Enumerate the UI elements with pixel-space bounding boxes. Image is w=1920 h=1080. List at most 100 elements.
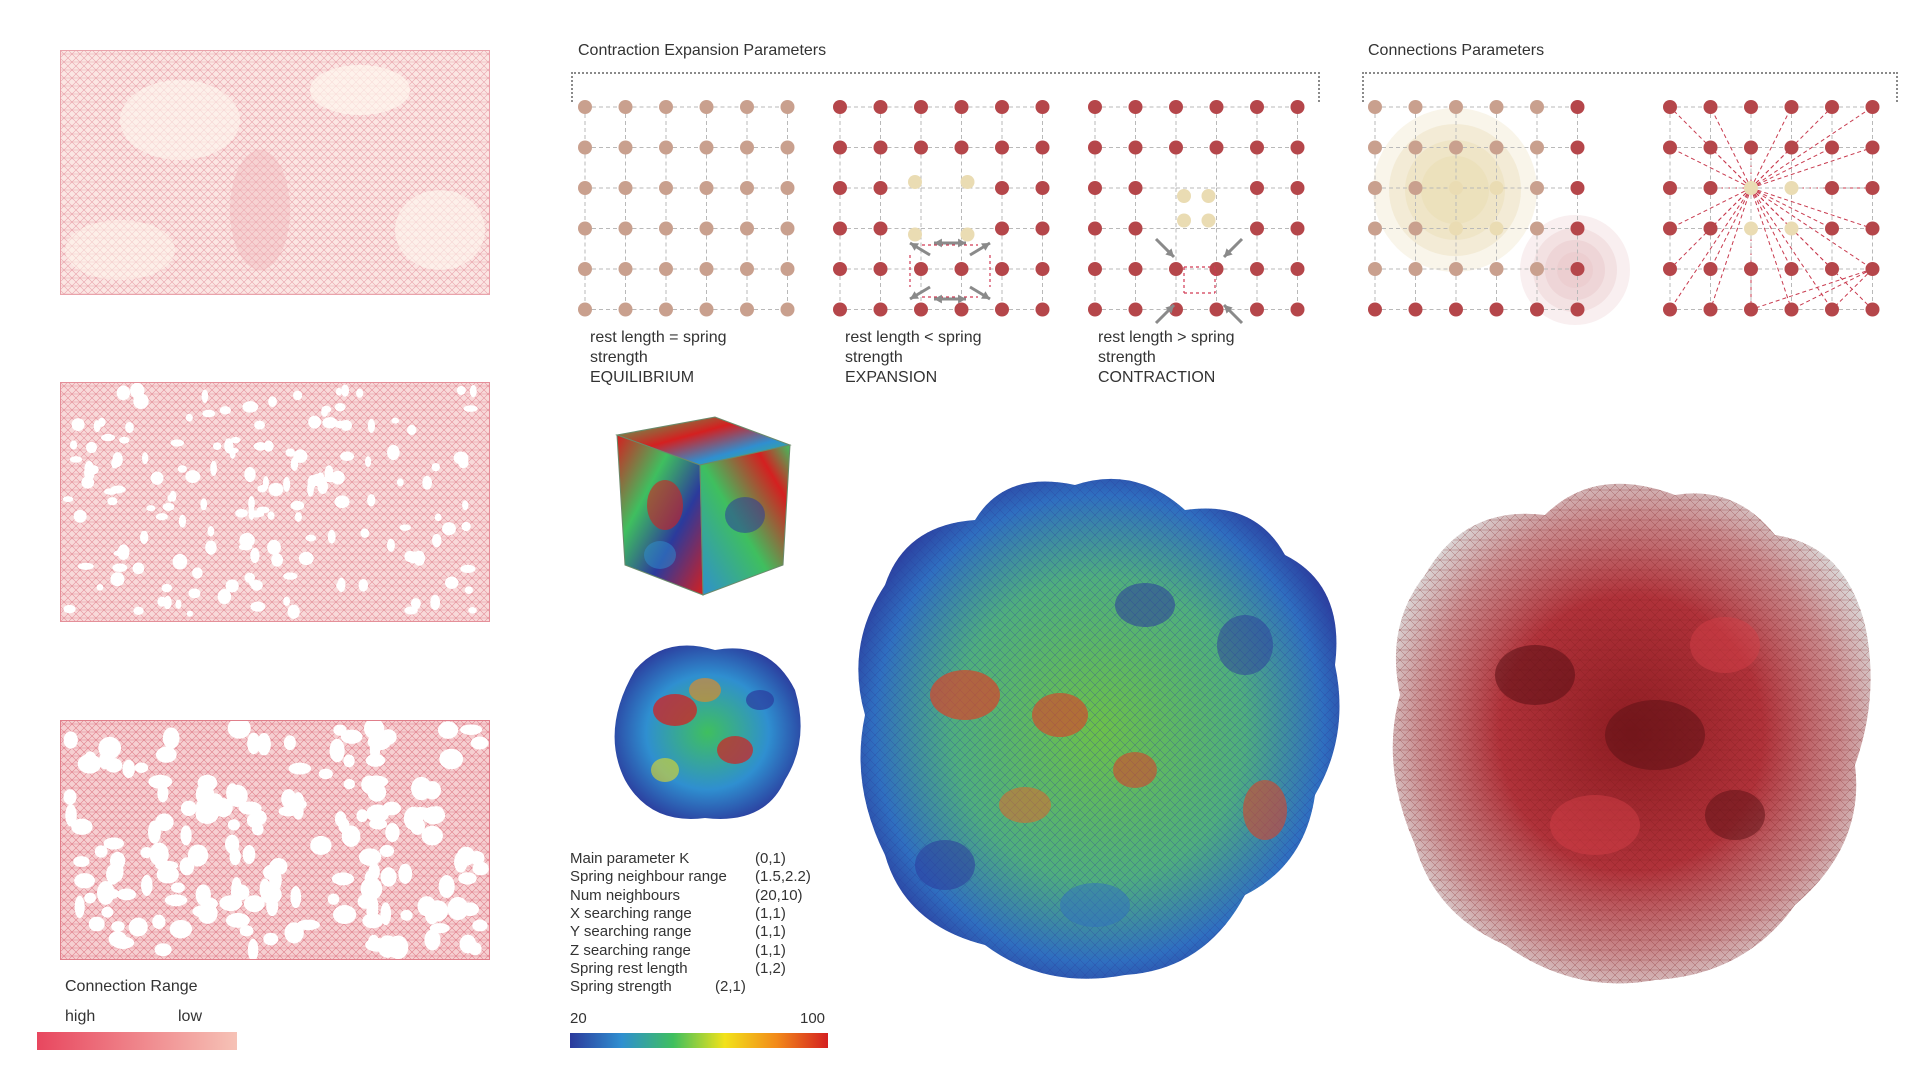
grid-node [1209,140,1224,155]
mesh-hole [358,579,369,592]
mesh-hole [156,865,179,884]
mesh-hole [226,783,239,803]
mesh-hole [380,902,392,926]
mesh-hole [86,441,97,454]
grid-node [1449,181,1463,195]
mesh-hole [296,919,321,931]
mesh-hole [200,897,218,910]
mesh-hole [268,396,277,408]
mesh-hole [458,872,477,885]
grid-node [960,175,975,189]
grid-node [780,221,795,236]
mesh-hole [400,909,413,921]
grid-node [1663,181,1677,195]
mesh-hole [219,406,231,415]
grid-node [833,302,847,317]
caption-equilibrium-line3: EQUILIBRIUM [590,369,695,386]
grid-node [780,140,795,155]
color-scale-min: 20 [570,1010,587,1027]
grid-node [1169,100,1183,114]
connection-range-title: Connection Range [65,978,198,995]
grid-node [873,140,888,155]
grid-node [995,140,1009,155]
mesh-hole [293,449,308,463]
mesh-hole [424,929,441,951]
mesh-hole [186,610,193,617]
grid-node [1368,181,1382,195]
mesh-hole [365,937,389,952]
mesh-hole [162,502,175,511]
caption-equilibrium: rest length = spring strength EQUILIBRIU… [590,328,727,388]
grid-node [740,221,754,236]
grid-node [873,221,888,236]
grid-node [995,262,1009,276]
mesh-hole [322,417,338,429]
parameter-name: Spring neighbour range [570,868,727,886]
mesh-hole [411,776,432,801]
mesh-hole [246,813,264,829]
radial-link [1750,268,1873,310]
grid-node [659,302,673,317]
grid-node [699,140,714,155]
mesh-hole [364,456,372,468]
parameter-name: Y searching range [570,923,692,941]
mesh-hole [141,874,153,897]
force-arrow-head [1165,248,1174,257]
grid-node [1449,140,1463,155]
mesh-hole [104,758,123,773]
caption-expansion: rest length < spring strength EXPANSION [845,328,982,388]
grid-node [1703,302,1718,317]
grid-node [699,221,714,236]
mesh-hole [73,856,90,867]
mesh-hole [398,863,413,884]
mesh-hole [391,417,400,424]
mesh-hole [185,413,193,422]
mesh-hole [112,452,123,468]
force-arrow-head [1224,305,1233,314]
radial-link [1669,187,1752,310]
mesh-hole [185,470,201,483]
mesh-hole [294,512,302,522]
mesh-hole [164,894,188,907]
mesh-hole [128,917,148,937]
grid-node [1035,100,1050,114]
grid-node [1088,181,1102,195]
radial-link [1791,268,1873,310]
grid-node [1703,181,1718,195]
mesh-hole [77,562,94,570]
grid-node [659,221,673,236]
mesh-hole [267,511,275,520]
parameter-value: (1,2) [755,959,786,977]
grid-node [1570,221,1585,236]
mesh-hole [472,919,488,932]
mesh-hole [438,875,455,899]
mesh-hole [308,415,321,429]
mesh-hole [444,576,459,589]
mesh-pattern-perforated [59,381,491,623]
mesh-hole [358,848,382,866]
mesh-hole [243,895,265,913]
mesh-hole [125,422,134,433]
mesh-hole [84,892,96,904]
mesh-hole [180,800,197,817]
grid-node [1784,221,1799,236]
mesh-hole [323,475,338,483]
grid-node [1408,140,1423,155]
mesh-hole [310,835,332,856]
grid-node [618,100,633,114]
mesh-hole [94,845,108,858]
grid-node [578,181,592,195]
parameter-row: Z searching range (1,1) [570,942,786,959]
grid-node [1290,100,1305,114]
grid-node [1530,221,1544,236]
mesh-hole [460,724,483,735]
mesh-hole [180,825,192,846]
mesh-hole [122,759,135,779]
contraction-bracket [571,72,1320,102]
caption-equilibrium-line2: strength [590,349,648,366]
mesh-hole [429,923,450,934]
force-arrow-head [958,238,966,248]
mesh-hole [468,607,477,614]
mesh-hole [65,804,77,827]
mesh-hole [101,906,114,918]
